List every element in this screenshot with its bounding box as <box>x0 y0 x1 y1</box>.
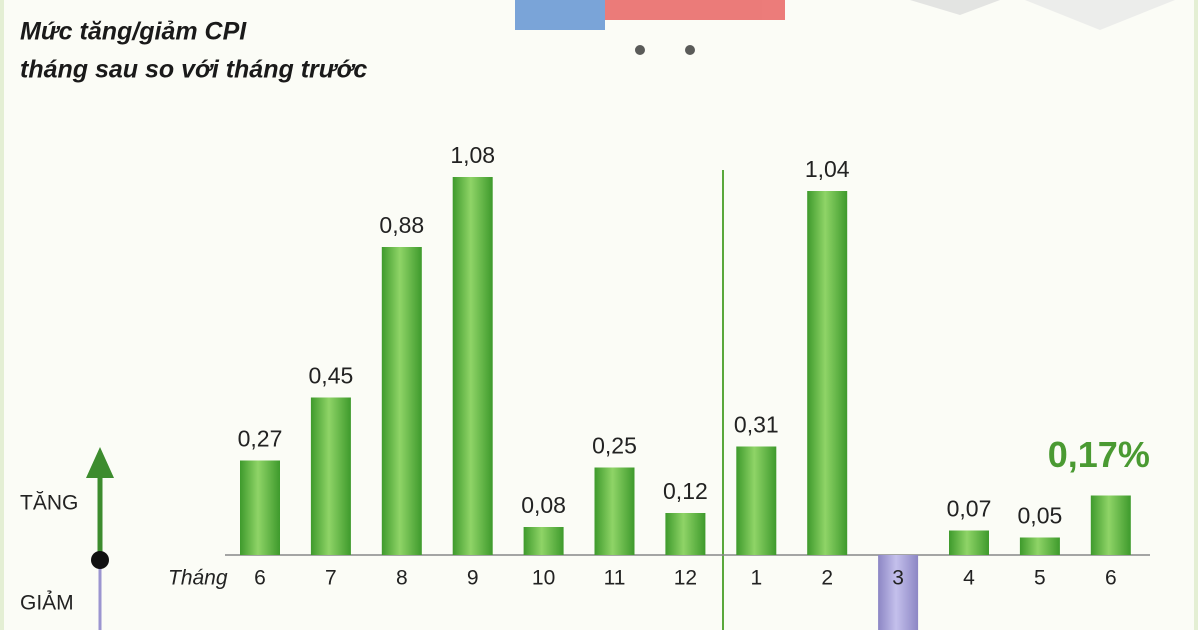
bar <box>452 177 493 555</box>
increase-label: TĂNG <box>20 492 78 515</box>
x-tick-label: 4 <box>963 567 975 590</box>
bar <box>1090 495 1131 555</box>
x-tick-label: 8 <box>396 567 408 590</box>
x-tick-label: 12 <box>674 567 697 590</box>
x-tick-label: 5 <box>1034 567 1046 590</box>
decrease-label: GIẢM <box>20 592 74 615</box>
value-label: 0,88 <box>379 212 424 238</box>
bar <box>949 530 989 555</box>
origin-dot <box>91 551 109 569</box>
value-label: 0,31 <box>734 412 779 438</box>
value-label: 0,45 <box>309 363 354 389</box>
bar <box>594 467 635 555</box>
value-label: 0,17% <box>1048 434 1150 475</box>
bar <box>1019 537 1060 555</box>
value-label: 1,08 <box>450 142 495 168</box>
x-tick-label: 9 <box>467 567 479 590</box>
up-arrowhead <box>86 447 114 478</box>
value-label: 0,08 <box>521 492 566 518</box>
bar <box>665 513 706 555</box>
x-tick-label: 2 <box>821 567 833 590</box>
value-label: 0,12 <box>663 478 708 504</box>
bar <box>240 460 280 555</box>
bar <box>310 397 351 555</box>
value-label: 0,07 <box>947 496 992 522</box>
value-label: 1,04 <box>805 156 850 182</box>
bar <box>878 555 919 630</box>
x-tick-label: 6 <box>1105 567 1117 590</box>
value-label: 0,25 <box>592 433 637 459</box>
bar <box>807 191 848 555</box>
x-tick-label: 10 <box>532 567 555 590</box>
x-tick-label: 6 <box>254 567 266 590</box>
x-tick-label: 11 <box>604 567 626 590</box>
chart-subtitle: tháng sau so với tháng trước <box>20 56 367 84</box>
x-tick-label: 3 <box>892 567 904 590</box>
x-tick-label: 7 <box>325 567 337 590</box>
value-label: 0,05 <box>1018 503 1063 529</box>
bar <box>523 527 564 555</box>
bar <box>381 247 422 555</box>
x-tick-label: 1 <box>750 567 762 590</box>
bar <box>736 446 777 555</box>
illustration <box>515 0 1175 55</box>
value-label: 0,27 <box>238 426 283 452</box>
x-axis-label: Tháng <box>168 567 228 590</box>
chart-title: Mức tăng/giảm CPI <box>20 18 247 46</box>
